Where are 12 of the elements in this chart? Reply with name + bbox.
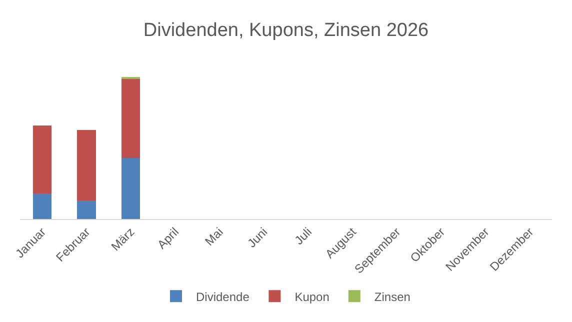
x-tick-label: Juli xyxy=(292,224,315,248)
legend-label: Zinsen xyxy=(374,290,410,304)
bar xyxy=(77,200,96,219)
bar xyxy=(122,158,140,219)
legend-label: Kupon xyxy=(294,290,330,304)
bar xyxy=(32,194,52,219)
chart-title: Dividenden, Kupons, Zinsen 2026 xyxy=(143,20,429,41)
x-tick-label: Mai xyxy=(202,224,226,248)
bar xyxy=(32,126,52,194)
legend-label: Dividende xyxy=(196,290,250,304)
bar xyxy=(77,130,96,201)
bar xyxy=(122,78,140,158)
